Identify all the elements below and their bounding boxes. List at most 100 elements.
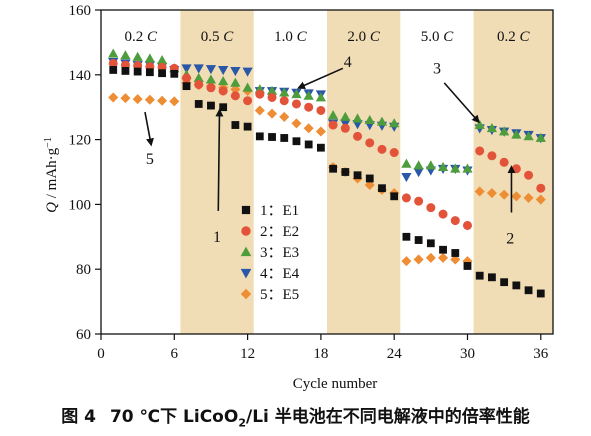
point-5-18 <box>315 126 326 137</box>
point-2-27 <box>426 203 436 213</box>
point-5-27 <box>425 252 436 263</box>
point-5-34 <box>511 191 522 202</box>
annotation-label-4: 4 <box>344 54 352 71</box>
point-1-9 <box>207 101 215 110</box>
point-1-13 <box>255 132 264 141</box>
point-5-25 <box>401 256 412 267</box>
point-1-27 <box>426 239 435 248</box>
point-2-8 <box>194 80 204 90</box>
point-5-29 <box>450 254 461 265</box>
point-3-18 <box>315 92 327 102</box>
annotation-arrow-3 <box>443 82 480 124</box>
point-2-25 <box>401 193 411 203</box>
plot-border <box>100 9 554 335</box>
y-tick-label-120: 120 <box>69 133 92 149</box>
rate-band-label-2: 1.0 C <box>274 29 308 45</box>
point-1-36 <box>536 289 545 298</box>
point-3-34 <box>511 129 522 139</box>
point-3-32 <box>486 123 498 133</box>
point-5-22 <box>364 179 375 190</box>
rate-band-labels: 0.2 C 0.5 C 1.0 C 2.0 C 5.0 C 0.2 C <box>124 29 530 45</box>
point-1-2 <box>121 67 130 75</box>
legend-marker-5 <box>240 288 252 300</box>
x-tick-label-24: 24 <box>387 346 403 362</box>
point-1-33 <box>500 278 509 287</box>
annotation-arrow-5 <box>144 111 154 147</box>
x-axis-ticks: 0 6 12 18 24 30 36 <box>97 334 549 362</box>
y-axis-ticks: 60 80 100 120 140 160 <box>69 3 101 343</box>
point-1-24 <box>390 192 399 201</box>
point-1-23 <box>378 184 386 193</box>
point-2-36 <box>536 183 546 193</box>
point-2-11 <box>230 91 240 101</box>
point-5-6 <box>169 96 180 107</box>
point-3-10 <box>218 76 229 86</box>
point-3-29 <box>450 163 461 173</box>
legend-marker-2 <box>241 226 251 236</box>
y-tick-label-60: 60 <box>76 327 91 343</box>
annotation-arrow-4 <box>297 67 344 89</box>
point-1-7 <box>182 82 191 91</box>
point-3-3 <box>132 51 143 61</box>
annotation-label-1: 1 <box>213 229 221 246</box>
point-1-28 <box>439 245 447 254</box>
point-1-22 <box>365 174 374 183</box>
point-2-32 <box>487 151 497 161</box>
point-3-1 <box>108 48 119 58</box>
rate-band-label-1: 0.5 C <box>201 29 235 45</box>
point-3-31 <box>474 119 485 129</box>
point-5-15 <box>279 111 290 122</box>
point-3-11 <box>230 77 241 87</box>
series-1 <box>109 66 545 298</box>
point-5-4 <box>144 94 155 105</box>
point-2-31 <box>475 146 485 156</box>
point-5-33 <box>499 189 510 200</box>
point-3-2 <box>120 50 131 60</box>
point-1-20 <box>341 168 350 176</box>
point-5-17 <box>303 123 314 134</box>
x-tick-label-12: 12 <box>240 346 255 362</box>
point-2-23 <box>377 144 387 154</box>
point-3-23 <box>376 116 388 126</box>
legend: 1：E1 2：E2 3：E3 4：E4 5：E5 <box>240 203 300 303</box>
point-4-25 <box>401 172 412 183</box>
point-5-3 <box>132 94 143 105</box>
x-tick-label-0: 0 <box>97 346 105 362</box>
plot-frame <box>100 9 554 335</box>
point-1-34 <box>512 281 521 290</box>
point-1-30 <box>463 262 472 270</box>
point-2-15 <box>279 96 289 106</box>
point-2-21 <box>353 131 363 141</box>
point-2-34 <box>511 164 521 174</box>
data-series <box>108 48 546 298</box>
annotation-label-3: 3 <box>433 60 441 77</box>
y-tick-label-80: 80 <box>76 262 91 278</box>
point-3-4 <box>144 53 155 63</box>
rate-band-3 <box>327 10 401 334</box>
point-3-33 <box>499 126 510 136</box>
point-1-15 <box>280 134 289 142</box>
point-4-10 <box>218 66 229 76</box>
point-2-13 <box>255 89 265 99</box>
point-5-36 <box>535 194 546 205</box>
y-tick-label-140: 140 <box>69 68 92 84</box>
point-2-33 <box>499 157 509 167</box>
point-1-16 <box>292 137 301 146</box>
point-3-19 <box>327 110 339 120</box>
point-4-7 <box>181 64 192 74</box>
rate-band-label-5: 0.2 C <box>497 29 531 45</box>
legend-marker-3 <box>240 246 252 257</box>
point-3-21 <box>352 113 363 123</box>
point-3-35 <box>523 131 534 141</box>
y-tick-label-100: 100 <box>69 197 92 213</box>
x-tick-label-36: 36 <box>533 346 549 362</box>
figure-caption: 图 4 70 ℃下 LiCoO2/Li 半电池在不同电解液中的倍率性能 <box>0 402 591 429</box>
point-5-1 <box>108 92 119 103</box>
point-1-25 <box>402 232 411 241</box>
point-3-26 <box>413 160 424 170</box>
point-4-11 <box>230 67 241 77</box>
point-1-35 <box>524 286 533 295</box>
point-1-12 <box>243 122 252 131</box>
series-2 <box>108 58 546 230</box>
legend-marker-1 <box>241 205 251 215</box>
